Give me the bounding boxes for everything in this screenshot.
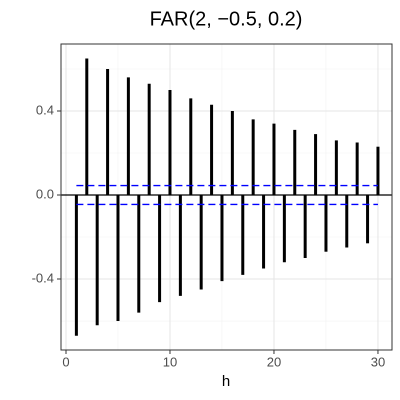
- y-tick-label: -0.4: [32, 270, 54, 285]
- panel-border: [60, 43, 393, 351]
- chart-title: FAR(2, −0.5, 0.2): [150, 8, 303, 30]
- x-tick-label: 20: [267, 354, 281, 369]
- x-axis-label: h: [222, 373, 230, 390]
- y-tick-label: 0.4: [36, 102, 54, 117]
- x-tick-label: 0: [62, 354, 69, 369]
- y-tick-label: 0.0: [36, 186, 54, 201]
- x-tick-label: 30: [371, 354, 385, 369]
- x-tick-label: 10: [163, 354, 177, 369]
